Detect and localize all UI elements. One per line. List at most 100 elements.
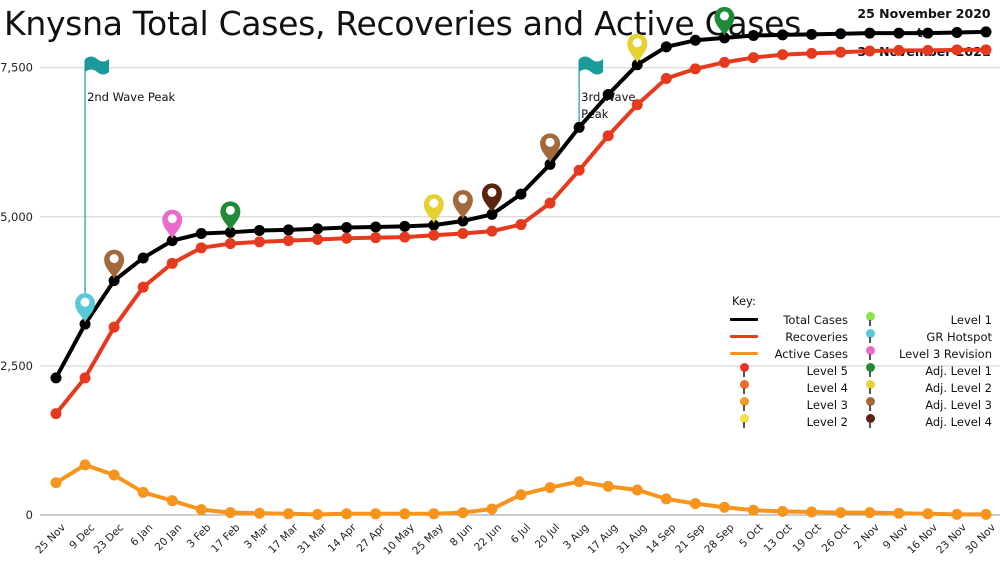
series-group bbox=[50, 26, 992, 520]
data-point bbox=[980, 508, 992, 520]
data-point bbox=[312, 233, 324, 245]
legend-label: Level 3 Revision bbox=[898, 346, 992, 361]
map-pin-icon bbox=[739, 363, 749, 378]
map-pin-icon bbox=[865, 363, 875, 378]
data-point bbox=[137, 252, 149, 264]
legend-entry: Adj. Level 4 bbox=[852, 413, 992, 430]
x-tick-label: 17 Aug bbox=[586, 522, 621, 557]
data-point bbox=[370, 508, 382, 520]
data-point bbox=[224, 238, 236, 250]
data-point bbox=[108, 275, 120, 287]
data-point bbox=[79, 318, 91, 330]
data-point bbox=[922, 44, 934, 56]
y-tick-label: 5,000 bbox=[0, 210, 33, 224]
data-point bbox=[777, 29, 789, 41]
x-tick-label: 31 Aug bbox=[615, 522, 650, 557]
x-tick-label: 25 Nov bbox=[33, 522, 68, 557]
data-point bbox=[631, 484, 643, 496]
map-pin-icon bbox=[481, 183, 502, 213]
data-point bbox=[486, 225, 498, 237]
x-tick-label: 23 Nov bbox=[934, 522, 969, 557]
map-pin-dot bbox=[458, 194, 468, 204]
data-point bbox=[602, 89, 614, 101]
legend-label: Level 5 bbox=[806, 363, 848, 378]
legend-entry: Recoveries bbox=[726, 328, 852, 345]
data-point bbox=[50, 372, 62, 384]
map-pin-icon bbox=[739, 397, 749, 412]
data-point bbox=[341, 222, 353, 234]
legend-label: Adj. Level 2 bbox=[925, 380, 992, 395]
data-point bbox=[253, 225, 265, 237]
data-point bbox=[108, 469, 120, 481]
data-point bbox=[689, 498, 701, 510]
data-point bbox=[79, 459, 91, 471]
map-pin-icon bbox=[104, 249, 125, 279]
data-point bbox=[428, 508, 440, 520]
legend-label: Adj. Level 3 bbox=[925, 397, 992, 412]
data-point bbox=[718, 56, 730, 68]
data-point bbox=[515, 489, 527, 501]
y-tick-label: 7,500 bbox=[0, 61, 33, 75]
legend-line-swatch bbox=[730, 318, 758, 321]
data-point bbox=[718, 32, 730, 44]
annotation-label: 2nd Wave Peak bbox=[87, 90, 175, 104]
legend-line-swatch bbox=[730, 352, 758, 355]
data-point bbox=[602, 130, 614, 142]
map-pin-dot bbox=[109, 254, 119, 264]
data-point bbox=[486, 208, 498, 220]
chart-title: Knysna Total Cases, Recoveries and Activ… bbox=[4, 4, 802, 43]
data-point bbox=[689, 34, 701, 46]
map-pin-dot bbox=[487, 187, 497, 197]
data-point bbox=[689, 63, 701, 75]
data-point bbox=[806, 47, 818, 59]
data-point bbox=[399, 231, 411, 243]
legend-entry: Active Cases bbox=[726, 345, 852, 362]
data-point bbox=[573, 121, 585, 133]
data-point bbox=[922, 508, 934, 520]
data-point bbox=[951, 27, 963, 39]
data-point bbox=[50, 477, 62, 489]
x-tick-label: 19 Oct bbox=[791, 522, 824, 555]
data-point bbox=[312, 508, 324, 520]
x-tick-label: 6 Jul bbox=[509, 522, 534, 547]
data-point bbox=[864, 507, 876, 519]
x-tick-label: 13 Oct bbox=[762, 522, 795, 555]
data-point bbox=[660, 41, 672, 53]
legend-label: Level 2 bbox=[806, 414, 848, 429]
data-point bbox=[195, 228, 207, 240]
data-point bbox=[283, 508, 294, 520]
map-pin-icon bbox=[423, 194, 444, 224]
data-point bbox=[980, 26, 992, 38]
data-point bbox=[748, 504, 759, 516]
data-point bbox=[660, 493, 672, 505]
x-tick-label: 10 May bbox=[381, 522, 417, 558]
legend-entry: Level 5 bbox=[726, 362, 852, 379]
data-point bbox=[428, 229, 440, 241]
legend-column-left: Total Cases Recoveries Active Cases Level 5… bbox=[726, 311, 852, 430]
y-tick-label: 0 bbox=[26, 508, 33, 522]
data-point bbox=[486, 503, 498, 515]
x-tick-label: 21 Sep bbox=[673, 521, 708, 556]
map-pin-dot bbox=[429, 198, 439, 208]
data-point bbox=[166, 495, 178, 507]
data-point bbox=[428, 219, 440, 231]
map-pin-icon bbox=[540, 133, 561, 163]
data-point bbox=[253, 236, 265, 248]
map-pin-icon bbox=[865, 414, 875, 429]
legend-line-swatch bbox=[730, 335, 758, 338]
map-pin-icon bbox=[714, 6, 735, 36]
data-point bbox=[79, 372, 91, 384]
data-point bbox=[399, 508, 411, 520]
data-point bbox=[137, 486, 149, 498]
data-point bbox=[283, 235, 294, 247]
data-point bbox=[137, 281, 149, 293]
x-tick-label: 31 Mar bbox=[295, 521, 330, 556]
data-point bbox=[660, 72, 672, 84]
data-point bbox=[195, 242, 207, 254]
legend: Key: Total Cases Recoveries Active Cases Le… bbox=[726, 294, 996, 434]
legend-entry: Level 1 bbox=[852, 311, 992, 328]
data-point bbox=[544, 158, 556, 170]
data-point bbox=[777, 49, 789, 61]
data-point bbox=[835, 46, 847, 58]
x-tick-label: 6 Jan bbox=[128, 522, 155, 549]
